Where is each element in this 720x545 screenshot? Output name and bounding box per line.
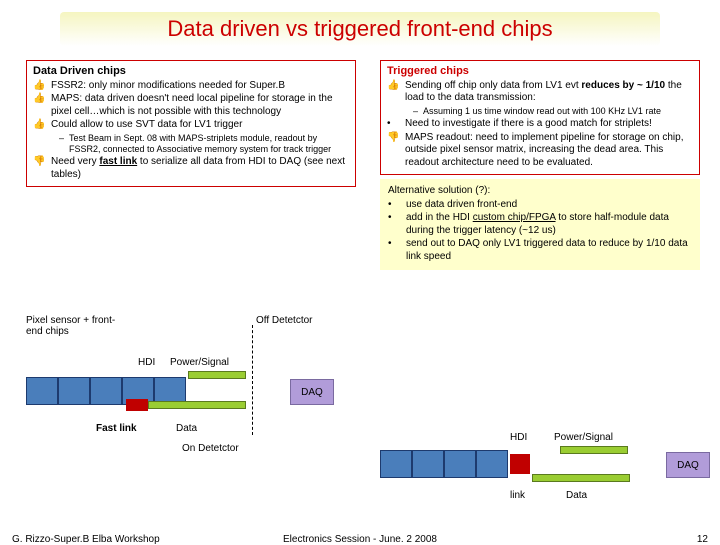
dl-pixel-label: Pixel sensor + front-end chips	[26, 315, 121, 337]
dl-green-ps	[188, 371, 246, 379]
dl-off-label: Off Detetctor	[256, 315, 326, 326]
left-red-box: Data Driven chips FSSR2: only minor modi…	[26, 60, 356, 187]
right-heading: Triggered chips	[387, 65, 693, 79]
dr-link-label: link	[510, 490, 525, 501]
dr-cell-1	[380, 450, 412, 478]
right-column: Triggered chips Sending off chip only da…	[380, 60, 700, 274]
dl-daq-text: DAQ	[301, 387, 323, 398]
dr-cell-2	[412, 450, 444, 478]
diagram-left: Pixel sensor + front-end chips Off Detet…	[26, 315, 356, 465]
alt-3: send out to DAQ only LV1 triggered data …	[388, 238, 692, 263]
dr-daq-box: DAQ	[666, 452, 710, 478]
left-list: FSSR2: only minor modifications needed f…	[33, 80, 349, 132]
dr-daq-text: DAQ	[677, 460, 699, 471]
dr-ps-label: Power/Signal	[554, 432, 613, 443]
dl-red-block	[126, 399, 148, 411]
dl-green-data	[148, 401, 246, 409]
left-heading: Data Driven chips	[33, 65, 349, 79]
dl-cell-1	[26, 377, 58, 405]
dr-hdi-label: HDI	[510, 432, 527, 443]
right-item-1: Sending off chip only data from LV1 evt …	[387, 80, 693, 105]
left-column: Data Driven chips FSSR2: only minor modi…	[26, 60, 356, 191]
dl-daq-box: DAQ	[290, 379, 334, 405]
slide-title: Data driven vs triggered front-end chips	[60, 12, 660, 46]
right-list2: Need to investigate if there is a good m…	[387, 118, 693, 169]
right-item-2: Need to investigate if there is a good m…	[387, 118, 693, 131]
right-item-3: MAPS readout: need to implement pipeline…	[387, 132, 693, 170]
dl-data-label: Data	[176, 423, 197, 434]
dr-blue-row	[380, 450, 508, 478]
right-list: Sending off chip only data from LV1 evt …	[387, 80, 693, 105]
left-need: Need very fast link to serialize all dat…	[33, 156, 349, 181]
left-need-item: Need very fast link to serialize all dat…	[33, 156, 349, 181]
dl-cell-2	[58, 377, 90, 405]
dl-fast-label: Fast link	[96, 423, 137, 434]
dl-on-label: On Detetctor	[182, 443, 239, 454]
dr-green-data	[532, 474, 630, 482]
left-item-1: FSSR2: only minor modifications needed f…	[33, 80, 349, 93]
need-fast: fast link	[99, 156, 137, 167]
dr-data-label: Data	[566, 490, 587, 501]
r1-pre: Sending off chip only data from LV1 evt	[405, 80, 581, 91]
dr-green-ps	[560, 446, 628, 454]
left-item-2: MAPS: data driven doesn't need local pip…	[33, 93, 349, 118]
alt-2: add in the HDI custom chip/FPGA to store…	[388, 212, 692, 237]
dl-hdi-label: HDI	[138, 357, 155, 368]
alt-list: use data driven front-end add in the HDI…	[388, 199, 692, 264]
dl-cell-3	[90, 377, 122, 405]
dr-cell-3	[444, 450, 476, 478]
dl-ps-label: Power/Signal	[170, 357, 229, 368]
diagram-right: HDI Power/Signal DAQ link Data	[380, 432, 710, 512]
right-yellow-box: Alternative solution (?): use data drive…	[380, 179, 700, 270]
alt-title: Alternative solution (?):	[388, 185, 692, 198]
alt-1: use data driven front-end	[388, 199, 692, 212]
need-pre: Need very	[51, 156, 99, 167]
left-item-3: Could allow to use SVT data for LV1 trig…	[33, 119, 349, 132]
left-sub-1: Test Beam in Sept. 08 with MAPS-striplet…	[59, 133, 349, 156]
dr-red-block	[510, 454, 530, 474]
alt-2-ul: custom chip/FPGA	[473, 212, 556, 223]
right-sub-1: Assuming 1 us time window read out with …	[413, 106, 693, 117]
right-red-box: Triggered chips Sending off chip only da…	[380, 60, 700, 175]
left-sublist: Test Beam in Sept. 08 with MAPS-striplet…	[33, 133, 349, 156]
r1-bold: reduces by ~ 1/10	[581, 80, 665, 91]
right-sublist: Assuming 1 us time window read out with …	[387, 106, 693, 117]
dr-cell-4	[476, 450, 508, 478]
dl-dashed-line	[252, 325, 253, 435]
